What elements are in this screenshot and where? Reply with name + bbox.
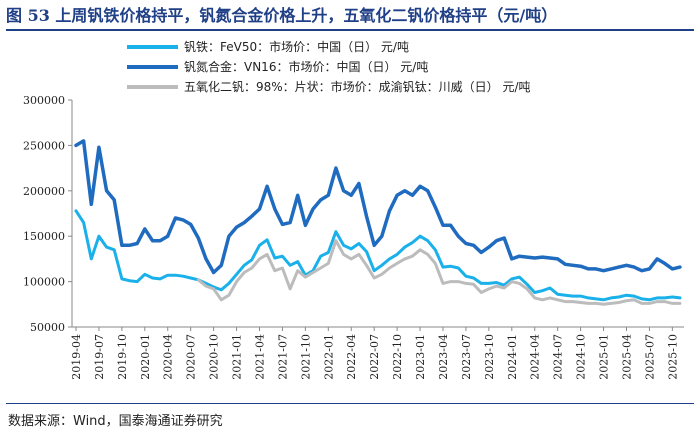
legend-label-3: 五氧化二钒：98%：片状：市场价：成渝钒钛：川威（日） 元/吨: [184, 79, 531, 94]
y-tick-label: 300000: [23, 94, 65, 107]
x-tick-label: 2022-07: [368, 334, 381, 380]
x-tick-label: 2023-04: [437, 334, 450, 380]
x-tick-label: 2020-10: [208, 334, 221, 380]
x-tick-label: 2025-07: [643, 334, 656, 380]
x-tick-label: 2021-07: [276, 334, 289, 380]
x-tick-label: 2021-01: [231, 334, 244, 380]
y-tick-label: 50000: [30, 321, 65, 334]
series-line-3: [196, 239, 682, 306]
x-tick-label: 2019-07: [93, 334, 106, 380]
x-tick-label: 2023-01: [414, 334, 427, 380]
y-tick-label: 250000: [23, 139, 65, 152]
footer-divider: [6, 403, 694, 404]
figure-title: 图 53 上周钒铁价格持平，钒氮合金价格上升，五氧化二钒价格持平（元/吨）: [6, 5, 694, 31]
x-tick-label: 2020-04: [162, 334, 175, 380]
x-tick-label: 2019-04: [70, 334, 83, 380]
series-line-2: [74, 139, 682, 275]
source-note: 数据来源：Wind，国泰海通证券研究: [8, 414, 223, 429]
x-tick-label: 2024-10: [575, 334, 588, 380]
x-tick-label: 2022-01: [322, 334, 335, 380]
x-tick-label: 2020-07: [185, 334, 198, 380]
x-tick-label: 2019-10: [116, 334, 129, 380]
x-tick-label: 2020-01: [139, 334, 152, 380]
x-tick-label: 2021-04: [253, 334, 266, 380]
y-tick-label: 150000: [23, 230, 65, 243]
series-line-1: [74, 209, 682, 302]
x-tick-label: 2024-07: [552, 334, 565, 380]
x-tick-label: 2022-04: [345, 334, 358, 380]
x-tick-label: 2024-01: [506, 334, 519, 380]
x-tick-label: 2024-04: [529, 334, 542, 380]
x-tick-label: 2025-10: [666, 334, 679, 380]
x-tick-label: 2021-10: [299, 334, 312, 380]
y-tick-label: 200000: [23, 185, 65, 198]
x-tick-label: 2025-04: [620, 334, 633, 380]
x-tick-label: 2023-07: [460, 334, 473, 380]
x-tick-label: 2022-10: [391, 334, 404, 380]
x-tick-label: 2025-01: [598, 334, 611, 380]
y-tick-label: 100000: [23, 276, 65, 289]
x-tick-label: 2023-10: [483, 334, 496, 380]
legend-label-2: 钒氮合金：VN16：市场价：中国（日） 元/吨: [184, 59, 428, 74]
legend-label-1: 钒铁：FeV50：市场价：中国（日） 元/吨: [184, 39, 409, 54]
